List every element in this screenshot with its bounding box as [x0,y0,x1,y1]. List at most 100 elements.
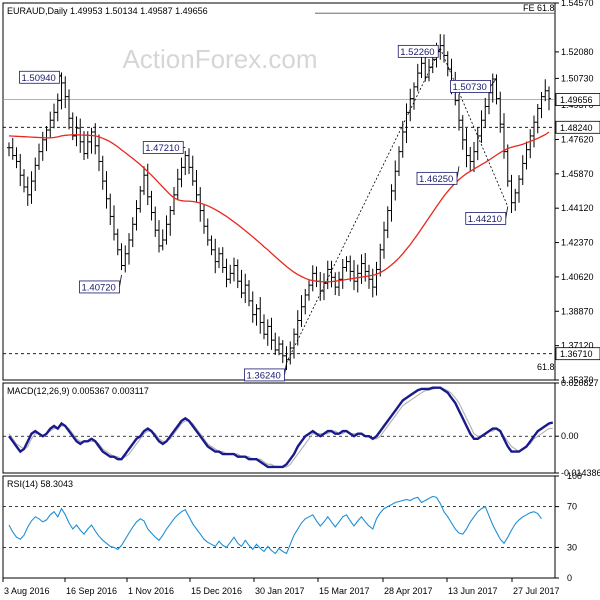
macd-title: MACD(12,26,9) 0.005367 0.003117 [7,386,149,396]
ohlc-bar [179,157,184,188]
annotation: 1.47210 [142,141,186,154]
annotation-label: 1.47210 [145,143,179,154]
x-tick-label: 13 Jun 2017 [448,586,498,596]
ohlc-bar [337,271,341,296]
ohlc-bar [310,265,315,292]
ohlc-bar [40,131,45,161]
rsi-y-tick-label: 0 [567,573,572,583]
annotation-label: 1.50940 [22,73,56,84]
ohlc-bar [217,247,221,269]
price-y-tick-label: 1.42370 [561,238,594,248]
ohlc-bar [37,143,41,170]
ohlc-bar [119,243,124,271]
level-label-frame [555,347,600,361]
ohlc-bar [307,280,311,301]
ohlc-bar [172,186,176,215]
ohlc-bar [250,291,255,323]
ohlc-bar [74,116,79,147]
annotation-label: 1.50730 [453,82,487,93]
rsi-y-tick-label: 70 [567,502,577,512]
panel-frame-1 [2,2,556,381]
ohlc-bar [168,205,173,236]
ohlc-bar [457,94,461,131]
watermark-text: ActionForex.com [122,44,317,74]
annotation-frame [450,80,491,93]
ohlc-bar [479,110,484,143]
price-y-tick-label: 1.45870 [561,169,594,179]
ohlc-bar [44,125,49,152]
ohlc-bar [59,72,64,110]
macd-y-tick-label: -0.014386 [561,468,600,478]
annotation-frame [142,141,184,154]
rsi-y-tick-label: 30 [567,542,577,552]
level-label: 1.36710 [560,349,593,359]
annotation: 1.52260 [397,44,441,58]
ohlc-bar [265,319,270,346]
annotation: 1.44210 [465,206,509,225]
ohlc-bar [183,150,188,176]
x-tick-label: 1 Nov 2016 [128,586,174,596]
ohlc-bar [288,341,293,365]
ohlc-bar [325,260,330,290]
ohlc-bar [528,129,533,159]
x-tick-label: 15 Mar 2017 [319,586,370,596]
moving-average-line [8,131,550,283]
ohlc-bar [273,332,278,355]
ohlc-bar [404,103,409,143]
ohlc-bar [134,200,139,231]
annotation-label: 1.52260 [400,47,434,58]
ohlc-bar [329,260,334,288]
ohlc-bar [340,258,345,289]
ohlc-bar [513,188,518,211]
ohlc-bar [190,155,195,186]
ohlc-bar [370,268,375,298]
projection-line [439,48,509,207]
ohlc-bar [505,144,510,187]
ohlc-bar [78,118,83,153]
ohlc-bar [63,76,68,109]
ohlc-bar [498,91,503,133]
ohlc-bar [423,54,428,82]
ohlc-bar [543,79,548,102]
ohlc-bar [359,254,364,284]
ohlc-bar [247,280,251,307]
x-tick-label: 3 Aug 2016 [4,586,50,596]
ohlc-bar [145,163,150,206]
x-tick-label: 16 Sep 2016 [66,586,117,596]
ohlc-bar [333,272,338,296]
ohlc-bar [243,273,248,304]
ohlc-bar [108,193,113,226]
annotation: 1.46250 [416,166,460,185]
ohlc-bar [175,168,180,201]
ohlc-bar [142,166,146,195]
annotation-label: 1.46250 [419,174,453,185]
ohlc-bar [303,288,308,315]
ohlc-bar [547,86,551,111]
price-y-tick-label: 1.44120 [561,203,594,213]
ohlc-bar [517,175,521,203]
ohlc-bar [70,112,75,141]
ohlc-bar [400,120,405,158]
price-y-tick-label: 1.38870 [561,306,594,316]
macd-y-tick-label: 0.020827 [561,378,599,388]
ohlc-bar [468,146,473,172]
ohlc-bar [7,142,11,157]
ohlc-bar [262,314,266,340]
ohlc-bar [157,220,161,253]
ohlc-bar [415,63,420,92]
panel-frame-2 [2,382,556,474]
x-tick-label: 30 Jan 2017 [255,586,305,596]
annotation-frame [19,70,60,84]
ohlc-bar [509,174,514,213]
ohlc-bar [115,228,120,256]
ohlc-bar [89,127,94,154]
chart-title: EURAUD,Daily 1.49953 1.50134 1.49587 1.4… [7,6,208,16]
fe-label: FE 61.8 [523,3,555,13]
ohlc-bar [374,261,379,296]
annotation-label: 1.36240 [247,370,281,381]
ohlc-bar [269,317,274,350]
price-y-tick-label: 1.47620 [561,134,594,144]
annotation: 1.50730 [450,78,497,93]
ohlc-bar [378,243,383,277]
